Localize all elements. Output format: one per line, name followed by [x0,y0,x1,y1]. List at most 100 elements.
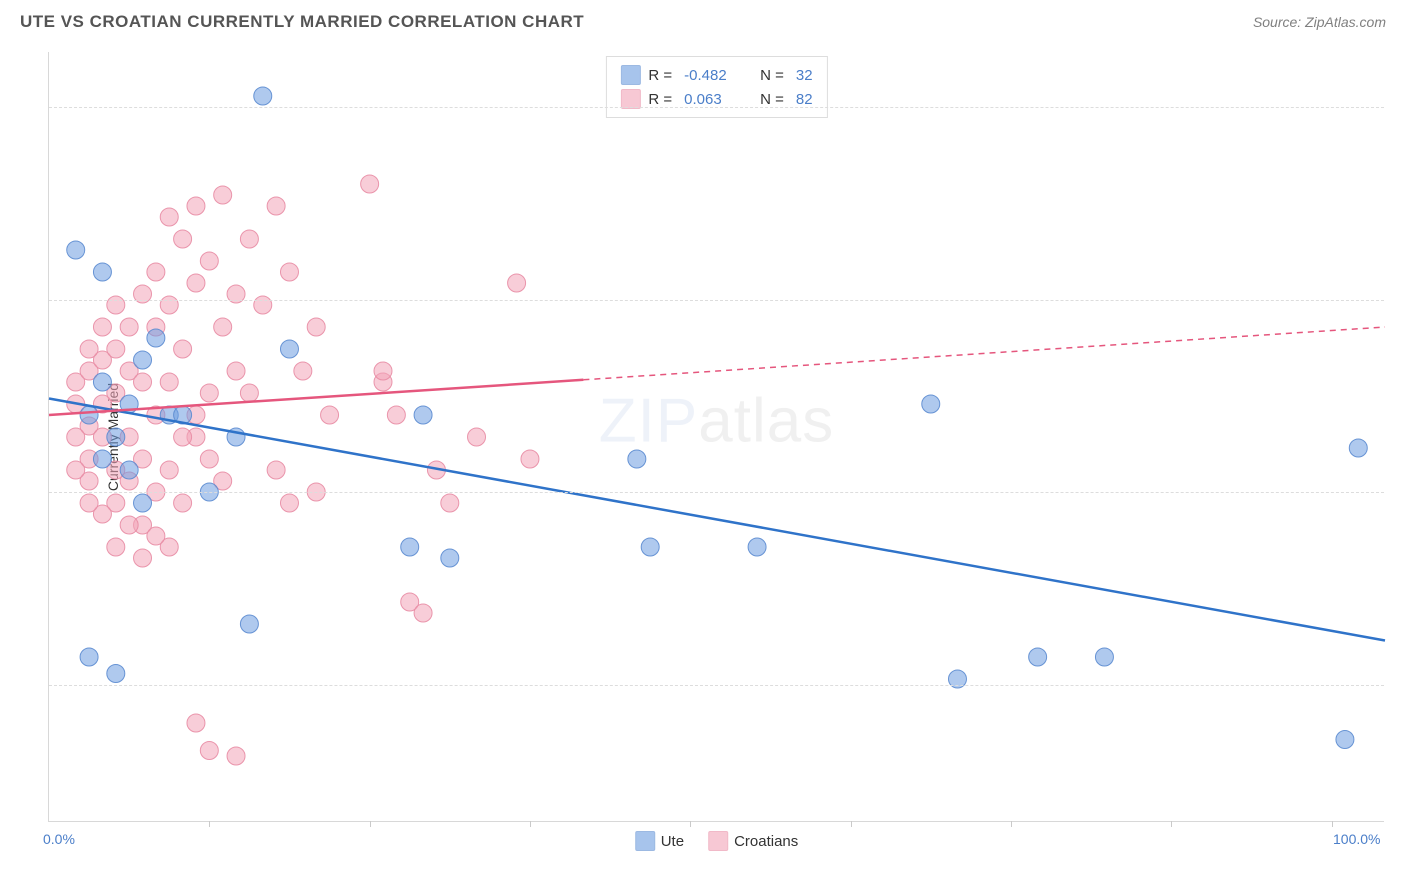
data-point [120,318,138,336]
data-point [187,197,205,215]
data-point [254,87,272,105]
data-point [160,373,178,391]
data-point [120,461,138,479]
x-tick [370,821,371,827]
data-point [267,197,285,215]
legend-series-name: Croatians [734,833,798,850]
data-point [441,549,459,567]
legend-swatch [620,89,640,109]
data-point [414,604,432,622]
data-point [134,549,152,567]
data-point [1336,731,1354,749]
data-point [80,340,98,358]
data-point [641,538,659,556]
x-tick [530,821,531,827]
data-point [508,274,526,292]
data-point [374,362,392,380]
legend-n-label: N = [760,67,784,84]
data-point [280,340,298,358]
data-point [174,494,192,512]
legend-swatch [708,831,728,851]
data-point [922,395,940,413]
data-point [107,340,125,358]
data-point [321,406,339,424]
scatter-plot [49,52,1384,821]
trend-line [49,399,1385,641]
data-point [67,241,85,259]
data-point [80,648,98,666]
x-tick [690,821,691,827]
data-point [160,461,178,479]
data-point [401,538,419,556]
data-point [174,340,192,358]
chart-title: UTE VS CROATIAN CURRENTLY MARRIED CORREL… [20,12,584,32]
data-point [120,516,138,534]
data-point [294,362,312,380]
data-point [200,384,218,402]
data-point [280,263,298,281]
data-point [227,362,245,380]
data-point [93,450,111,468]
data-point [147,527,165,545]
data-point [387,406,405,424]
gridline [49,300,1384,301]
data-point [67,461,85,479]
data-point [200,252,218,270]
data-point [67,428,85,446]
legend-row: R = -0.482N = 32 [620,63,812,87]
data-point [80,406,98,424]
data-point [521,450,539,468]
legend-swatch [620,65,640,85]
gridline [49,685,1384,686]
data-point [214,186,232,204]
data-point [134,494,152,512]
legend-r-label: R = [648,91,672,108]
legend-r-value: 0.063 [684,91,742,108]
data-point [441,494,459,512]
gridline [49,492,1384,493]
legend-item: Croatians [708,831,798,851]
data-point [147,329,165,347]
data-point [414,406,432,424]
legend-n-value: 32 [796,67,813,84]
data-point [240,384,258,402]
gridline [49,107,1384,108]
data-point [200,450,218,468]
x-tick [851,821,852,827]
x-tick-label: 100.0% [1333,831,1380,847]
x-tick-label: 0.0% [43,831,75,847]
data-point [267,461,285,479]
correlation-legend: R = -0.482N = 32R = 0.063N = 82 [605,56,827,118]
data-point [240,230,258,248]
data-point [1349,439,1367,457]
data-point [174,428,192,446]
series-legend: Ute Croatians [635,831,799,851]
legend-series-name: Ute [661,833,684,850]
data-point [107,538,125,556]
data-point [227,747,245,765]
data-point [134,373,152,391]
data-point [748,538,766,556]
data-point [93,318,111,336]
source-label: Source: ZipAtlas.com [1253,14,1386,30]
data-point [134,351,152,369]
legend-n-label: N = [760,91,784,108]
data-point [107,428,125,446]
data-point [174,230,192,248]
trend-line-dashed [583,327,1385,380]
legend-item: Ute [635,831,684,851]
data-point [200,742,218,760]
data-point [1095,648,1113,666]
data-point [187,714,205,732]
data-point [468,428,486,446]
data-point [160,208,178,226]
x-tick [209,821,210,827]
data-point [280,494,298,512]
x-tick [1011,821,1012,827]
data-point [361,175,379,193]
data-point [214,318,232,336]
legend-r-label: R = [648,67,672,84]
data-point [80,494,98,512]
data-point [628,450,646,468]
data-point [307,318,325,336]
